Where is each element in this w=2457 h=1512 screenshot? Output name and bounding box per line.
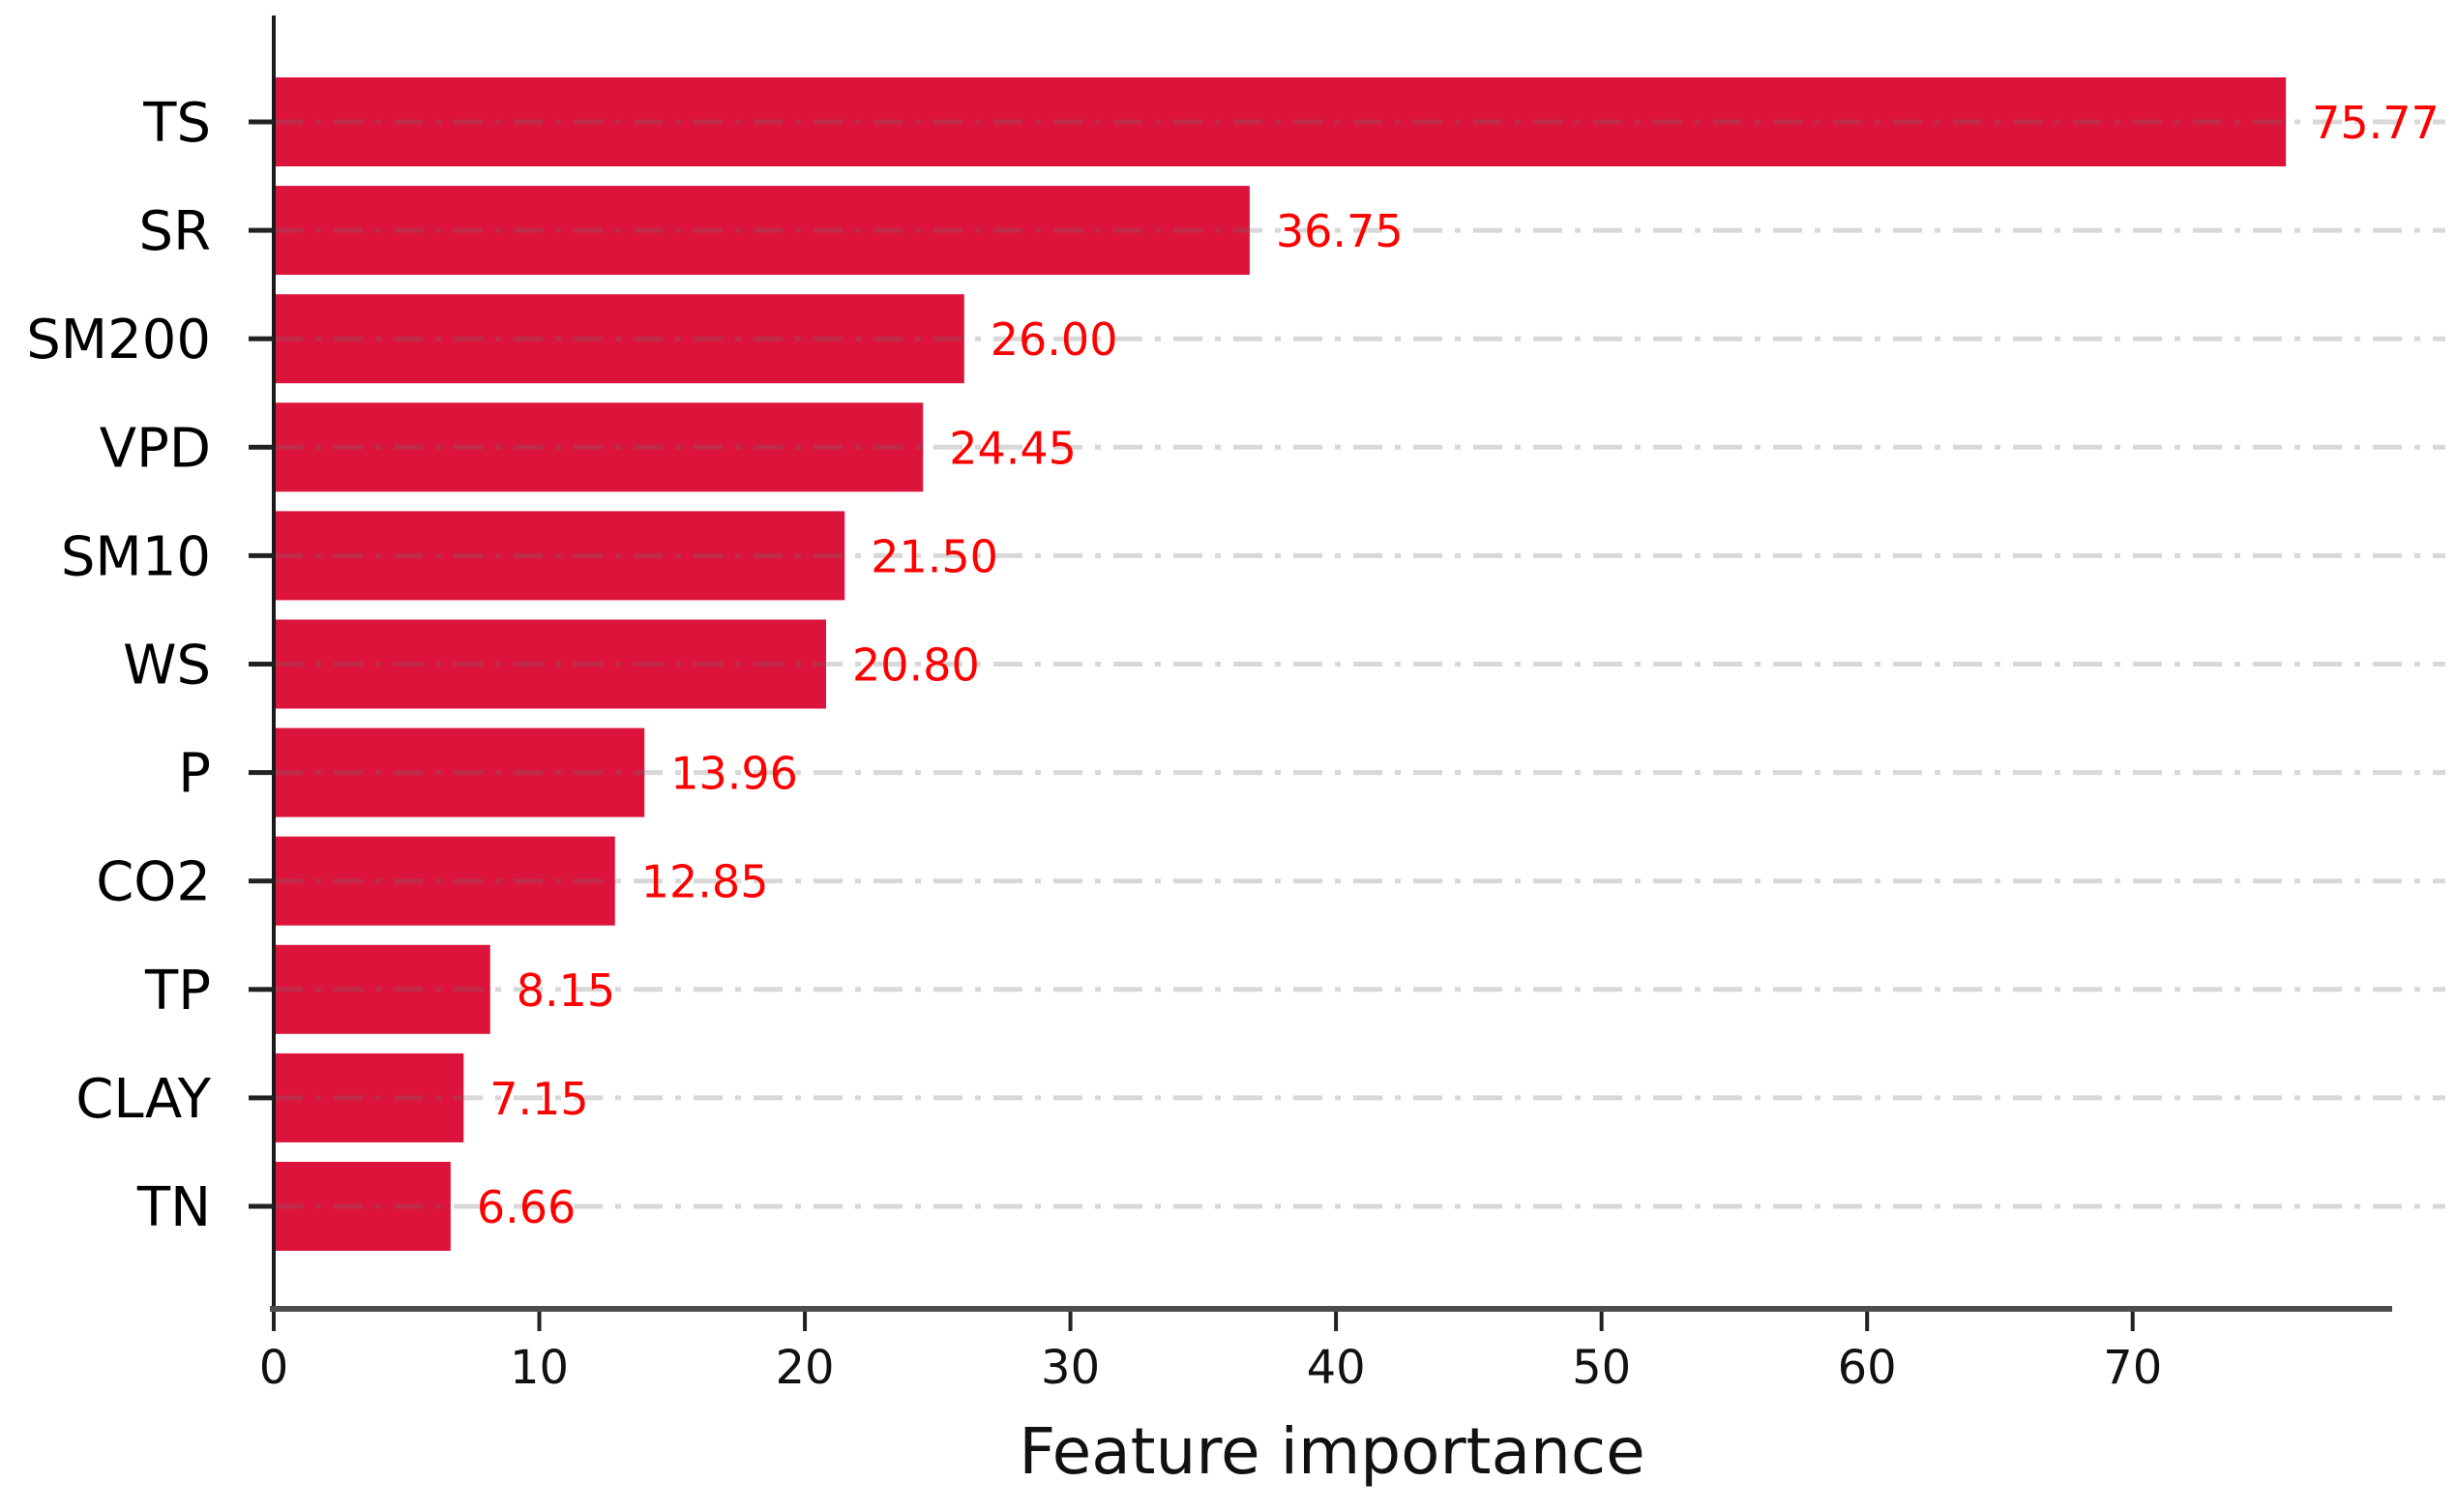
bar-value-label: 6.66 bbox=[477, 1181, 576, 1233]
category-label: CO2 bbox=[96, 851, 211, 914]
bar-value-label: 26.00 bbox=[991, 313, 1118, 366]
bar-value-label: 21.50 bbox=[871, 530, 998, 582]
category-label: TS bbox=[142, 92, 211, 155]
bar-value-label: 75.77 bbox=[2312, 97, 2440, 149]
x-tick-label: 10 bbox=[510, 1341, 569, 1395]
x-tick-label: 40 bbox=[1307, 1341, 1366, 1395]
x-tick-label: 20 bbox=[776, 1341, 835, 1395]
bar-value-label: 7.15 bbox=[489, 1073, 588, 1125]
x-axis-spine bbox=[270, 1306, 2392, 1312]
y-tick bbox=[249, 1095, 274, 1101]
x-tick bbox=[1334, 1312, 1339, 1331]
category-label: CLAY bbox=[75, 1068, 212, 1131]
x-tick bbox=[803, 1312, 808, 1331]
category-label: TN bbox=[136, 1176, 211, 1239]
bar-ts bbox=[274, 77, 2287, 166]
bar-sm200 bbox=[274, 294, 964, 384]
x-tick-label: 30 bbox=[1041, 1341, 1100, 1395]
category-label: SM10 bbox=[61, 525, 211, 588]
x-tick bbox=[1599, 1312, 1604, 1331]
bar-tp bbox=[274, 944, 490, 1034]
x-tick bbox=[1865, 1312, 1870, 1331]
y-tick bbox=[249, 878, 274, 884]
bar-value-label: 12.85 bbox=[641, 856, 769, 908]
bar-tn bbox=[274, 1162, 451, 1251]
bar-value-label: 13.96 bbox=[670, 748, 798, 800]
y-tick bbox=[249, 227, 274, 233]
x-tick bbox=[1068, 1312, 1073, 1331]
x-tick-label: 0 bbox=[259, 1341, 289, 1395]
bar-value-label: 20.80 bbox=[852, 639, 980, 692]
x-tick bbox=[272, 1312, 276, 1331]
x-tick bbox=[537, 1312, 542, 1331]
x-tick-label: 70 bbox=[2103, 1341, 2162, 1395]
bar-value-label: 36.75 bbox=[1276, 205, 1404, 257]
bar-value-label: 24.45 bbox=[949, 422, 1077, 474]
bar-ws bbox=[274, 619, 827, 709]
category-label: SR bbox=[139, 200, 211, 263]
y-tick bbox=[249, 552, 274, 558]
bar-vpd bbox=[274, 402, 924, 492]
y-tick bbox=[249, 770, 274, 776]
category-label: P bbox=[178, 743, 211, 806]
x-axis-title: Feature importance bbox=[1019, 1414, 1645, 1489]
y-tick bbox=[249, 336, 274, 341]
y-tick bbox=[249, 662, 274, 667]
bar-sm10 bbox=[274, 511, 845, 601]
category-label: WS bbox=[123, 635, 211, 697]
y-tick bbox=[249, 987, 274, 993]
category-label: TP bbox=[144, 960, 211, 1023]
y-tick bbox=[249, 444, 274, 450]
x-tick bbox=[2130, 1312, 2135, 1331]
bar-p bbox=[274, 727, 645, 817]
bar-sr bbox=[274, 186, 1250, 276]
bar-clay bbox=[274, 1052, 464, 1142]
bar-value-label: 8.15 bbox=[517, 964, 615, 1017]
category-label: SM200 bbox=[26, 309, 211, 371]
x-tick-label: 50 bbox=[1572, 1341, 1631, 1395]
y-tick bbox=[249, 119, 274, 125]
category-label: VPD bbox=[100, 417, 211, 480]
x-tick-label: 60 bbox=[1838, 1341, 1897, 1395]
y-tick bbox=[249, 1203, 274, 1209]
bar-co2 bbox=[274, 836, 615, 926]
